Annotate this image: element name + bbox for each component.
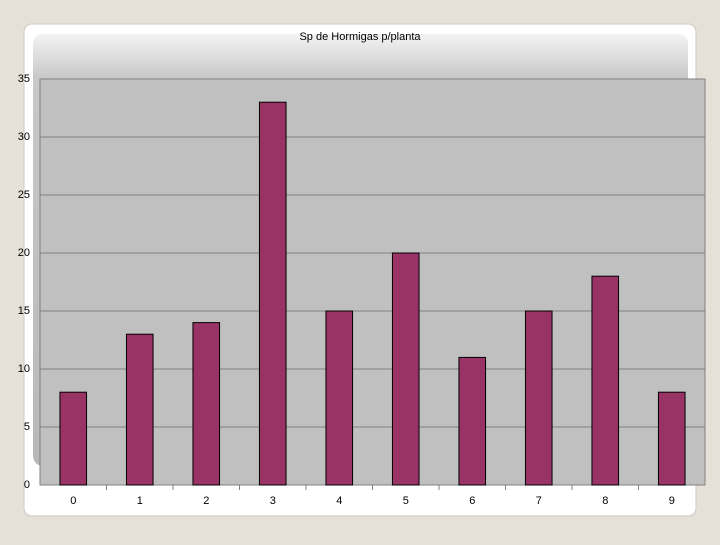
bar — [125, 333, 154, 486]
bar — [591, 275, 620, 486]
y-tick-label: 25 — [18, 189, 30, 201]
x-tick-label: 4 — [336, 495, 342, 507]
bar — [258, 101, 287, 486]
y-tick-label: 0 — [24, 479, 30, 491]
x-tick-label: 9 — [669, 495, 675, 507]
bar — [325, 310, 354, 486]
y-tick-label: 30 — [18, 131, 30, 143]
bar — [391, 252, 420, 486]
y-tick-label: 15 — [18, 305, 30, 317]
bar — [657, 391, 686, 486]
y-tick-label: 35 — [18, 73, 30, 85]
x-tick-label: 1 — [137, 495, 143, 507]
bar — [59, 391, 88, 486]
x-tick-label: 0 — [70, 495, 76, 507]
bar — [192, 322, 221, 486]
x-tick-label: 8 — [602, 495, 608, 507]
x-tick-label: 3 — [270, 495, 276, 507]
y-tick-label: 20 — [18, 247, 30, 259]
y-tick-label: 5 — [24, 421, 30, 433]
x-tick-label: 7 — [536, 495, 542, 507]
chart-title: Sp de Hormigas p/planta — [299, 31, 421, 43]
bar — [458, 356, 487, 486]
bar — [524, 310, 553, 486]
x-tick-label: 6 — [469, 495, 475, 507]
y-tick-label: 10 — [18, 363, 30, 375]
x-tick-label: 5 — [403, 495, 409, 507]
x-tick-label: 2 — [203, 495, 209, 507]
